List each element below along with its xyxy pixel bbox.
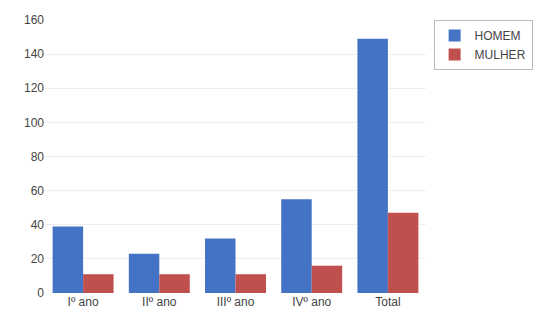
svg-text:Iº ano: Iº ano [68,295,99,309]
svg-text:20: 20 [31,252,45,266]
svg-text:HOMEM: HOMEM [475,29,521,43]
svg-text:MULHER: MULHER [475,48,526,62]
svg-text:100: 100 [24,116,44,130]
svg-text:60: 60 [31,184,45,198]
svg-text:40: 40 [31,218,45,232]
svg-text:120: 120 [24,81,44,95]
svg-text:IVº ano: IVº ano [292,295,331,309]
svg-text:IIIº ano: IIIº ano [217,295,255,309]
svg-text:160: 160 [24,13,44,27]
svg-text:IIº ano: IIº ano [142,295,177,309]
svg-text:0: 0 [37,286,44,300]
svg-text:Total: Total [375,295,400,309]
svg-text:140: 140 [24,47,44,61]
svg-text:80: 80 [31,150,45,164]
